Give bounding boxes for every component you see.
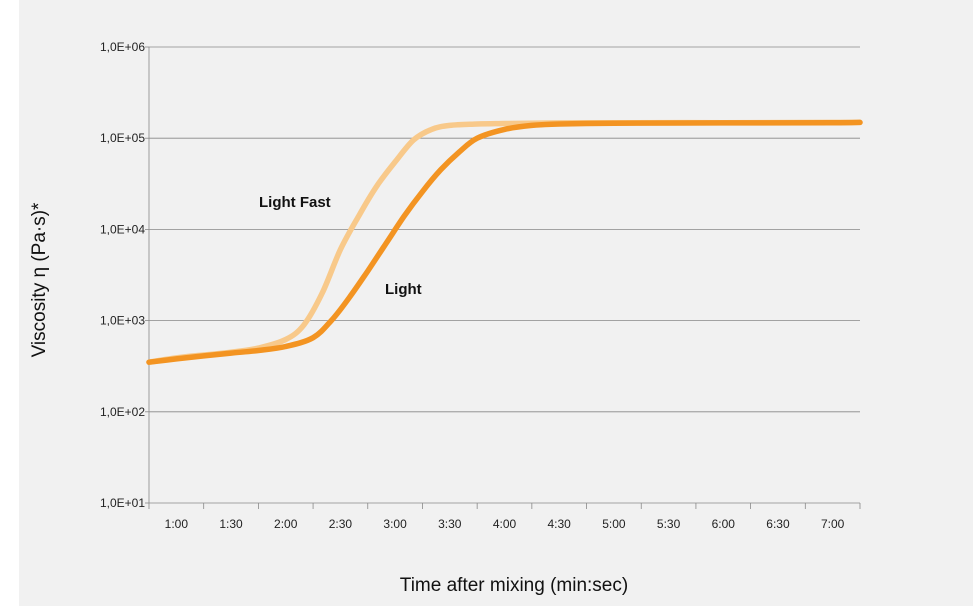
x-tick-label: 4:30 — [548, 517, 572, 531]
x-tick-label: 1:30 — [219, 517, 243, 531]
chart-figure: 1,0E+01 1,0E+02 1,0E+03 1,0E+04 1,0E+05 1,0E+… — [19, 0, 973, 606]
series-lines — [146, 119, 863, 365]
x-tick-label: 5:00 — [602, 517, 626, 531]
series-label-light: Light — [385, 281, 422, 298]
x-tick-label: 3:00 — [383, 517, 407, 531]
x-tick-label: 1:00 — [165, 517, 189, 531]
x-tick-label: 6:30 — [766, 517, 790, 531]
y-tick-label: 1,0E+03 — [100, 314, 145, 328]
y-tick-label: 1,0E+06 — [100, 40, 145, 54]
x-tick-label: 7:00 — [821, 517, 845, 531]
x-tick-label: 3:30 — [438, 517, 462, 531]
y-tick-label: 1,0E+02 — [100, 405, 145, 419]
y-tick-labels: 1,0E+01 1,0E+02 1,0E+03 1,0E+04 1,0E+05 1,0E+… — [100, 40, 145, 510]
grid-lines — [149, 46, 860, 504]
x-tick-label: 2:00 — [274, 517, 298, 531]
series-label-light-fast: Light Fast — [259, 194, 331, 211]
y-axis-title: Viscosity η (Pa·s)* — [29, 202, 50, 357]
y-tick-label: 1,0E+01 — [100, 496, 145, 510]
x-tick-label: 4:00 — [493, 517, 517, 531]
y-tick-label: 1,0E+04 — [100, 222, 145, 236]
x-axis-title: Time after mixing (min:sec) — [400, 575, 628, 596]
x-tick-label: 5:30 — [657, 517, 681, 531]
y-tick-label: 1,0E+05 — [100, 131, 145, 145]
viscosity-line-chart: 1,0E+01 1,0E+02 1,0E+03 1,0E+04 1,0E+05 1,0E+… — [29, 40, 863, 596]
series-line-light-fast — [146, 119, 863, 365]
x-tick-labels: 1:00 1:30 2:00 2:30 3:00 3:30 4:00 4:30 5:00 5:30… — [165, 517, 845, 531]
x-tick-label: 2:30 — [329, 517, 353, 531]
series-line-light — [146, 119, 863, 365]
axes — [145, 46, 861, 509]
x-tick-label: 6:00 — [712, 517, 736, 531]
